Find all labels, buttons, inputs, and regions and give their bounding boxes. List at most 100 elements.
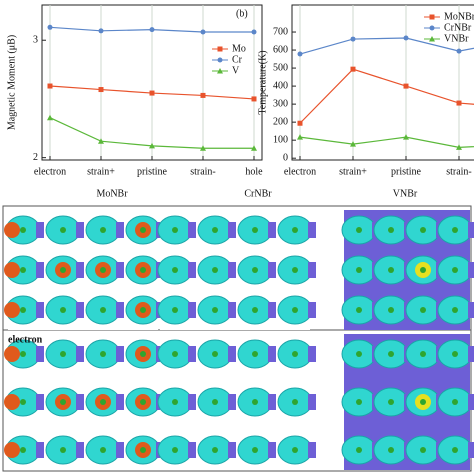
atom	[452, 267, 458, 273]
atom	[356, 447, 362, 453]
data-point	[297, 120, 303, 126]
y-tick-label: 400	[273, 80, 288, 91]
legend-marker	[429, 14, 435, 20]
data-point	[47, 24, 53, 30]
x-tick-label: strain-	[190, 166, 216, 177]
isosurface	[36, 346, 44, 362]
x-tick-label: pristine	[391, 166, 422, 177]
atom	[20, 447, 26, 453]
y-tick-label: 0	[283, 152, 288, 163]
data-point	[149, 27, 155, 33]
y-tick-label: 300	[273, 98, 288, 109]
isosurface	[268, 346, 276, 362]
isosurface	[36, 302, 44, 318]
isosurface	[268, 394, 276, 410]
atom	[292, 399, 298, 405]
atom	[172, 227, 178, 233]
isosurface	[76, 262, 84, 278]
isosurface	[116, 302, 124, 318]
atom	[452, 447, 458, 453]
x-tick-label: electron	[284, 166, 316, 177]
atom	[212, 399, 218, 405]
atom	[140, 307, 146, 313]
isosurface	[116, 262, 124, 278]
atom	[4, 394, 20, 410]
data-point	[200, 92, 206, 98]
atom	[356, 227, 362, 233]
isosurface	[116, 222, 124, 238]
atom	[452, 307, 458, 313]
legend-marker	[429, 25, 435, 31]
atom	[140, 267, 146, 273]
legend-label: Cr	[232, 54, 243, 65]
atom	[420, 227, 426, 233]
atom	[388, 307, 394, 313]
atom	[292, 351, 298, 357]
y-tick-label: 600	[273, 44, 288, 55]
atom	[172, 267, 178, 273]
atom	[4, 442, 20, 458]
legend-label: CrNBr	[444, 22, 472, 33]
isosurface	[228, 262, 236, 278]
data-point	[403, 134, 409, 140]
y-tick-label: 500	[273, 62, 288, 73]
data-point	[456, 144, 462, 150]
data-point	[47, 114, 53, 121]
isosurface	[308, 222, 316, 238]
atom	[420, 351, 426, 357]
x-tick-label: hole	[245, 166, 263, 177]
atom	[172, 351, 178, 357]
x-tick-label: strain-	[446, 166, 472, 177]
isosurface	[116, 346, 124, 362]
isosurface	[468, 302, 474, 318]
atom	[252, 351, 258, 357]
atom	[252, 399, 258, 405]
data-point	[251, 29, 257, 35]
atom	[388, 447, 394, 453]
atom	[60, 307, 66, 313]
legend-marker	[217, 57, 223, 63]
data-point	[98, 138, 104, 144]
atom	[452, 351, 458, 357]
isosurface	[76, 346, 84, 362]
data-point	[98, 87, 104, 93]
atom	[292, 227, 298, 233]
atom	[20, 307, 26, 313]
atom	[100, 227, 106, 233]
atom	[212, 351, 218, 357]
atom	[388, 351, 394, 357]
data-point	[350, 66, 356, 72]
atom	[172, 399, 178, 405]
isosurface	[228, 302, 236, 318]
atom	[60, 399, 66, 405]
y-tick-label: 3	[33, 35, 38, 46]
atom	[252, 447, 258, 453]
isosurface	[308, 262, 316, 278]
atom	[212, 227, 218, 233]
isosurface	[268, 442, 276, 458]
atom	[140, 351, 146, 357]
atom	[252, 307, 258, 313]
isosurface	[36, 222, 44, 238]
y-axis-label: Temperature(K)	[257, 50, 268, 114]
row-label: electron	[8, 334, 43, 345]
data-point	[456, 100, 462, 106]
y-tick-label: 2	[33, 152, 38, 163]
atom	[252, 267, 258, 273]
atom	[4, 346, 20, 362]
atom	[4, 302, 20, 318]
y-tick-label: 200	[273, 116, 288, 127]
structure-label: MoNBr	[96, 188, 128, 199]
atom	[100, 267, 106, 273]
atom	[212, 307, 218, 313]
atom	[60, 227, 66, 233]
atom	[420, 447, 426, 453]
isosurface	[268, 302, 276, 318]
atom	[140, 399, 146, 405]
atom	[388, 399, 394, 405]
atom	[452, 399, 458, 405]
atom	[388, 227, 394, 233]
atom	[292, 447, 298, 453]
atom	[60, 447, 66, 453]
